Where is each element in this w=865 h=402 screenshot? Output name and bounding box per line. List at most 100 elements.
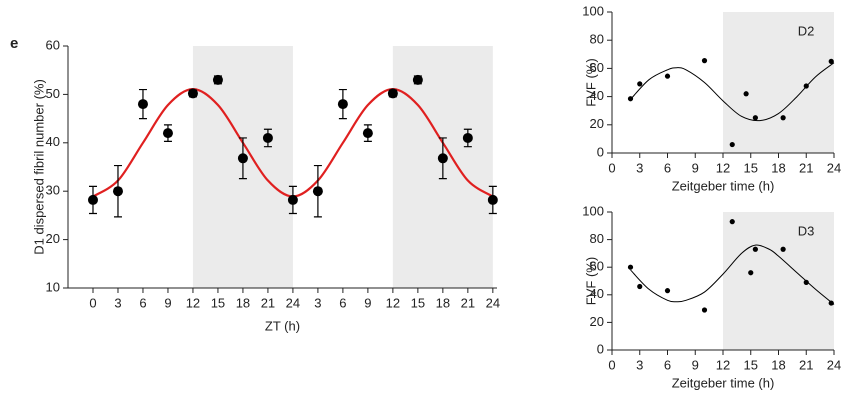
fit-curve: [630, 62, 835, 122]
x-tick-label: 9: [364, 295, 371, 310]
data-point: [187, 88, 198, 99]
data-point: [162, 128, 173, 139]
data-point: [803, 83, 809, 89]
shaded-region: [723, 12, 834, 153]
x-tick-label: 24: [486, 295, 500, 310]
x-tick-label: 9: [164, 295, 171, 310]
fit-curve: [630, 244, 835, 305]
data-point: [137, 99, 148, 110]
x-tick-label: 9: [692, 357, 699, 372]
data-point: [487, 194, 498, 205]
data-point: [237, 153, 248, 164]
x-tick-label: 0: [608, 357, 615, 372]
data-point: [828, 58, 834, 64]
data-point: [701, 58, 708, 64]
x-tick-label: 21: [261, 295, 275, 310]
data-point: [412, 74, 423, 85]
y-axis-label: D1 dispersed fibril number (%): [31, 79, 46, 255]
x-tick-label: 9: [692, 160, 699, 175]
data-point: [752, 246, 758, 252]
y-tick-label: 100: [582, 203, 604, 218]
data-point: [462, 132, 473, 143]
data-point: [748, 270, 754, 276]
x-tick-label: 18: [436, 295, 450, 310]
data-point: [112, 186, 123, 197]
y-axis-label: FVF (%): [583, 58, 598, 106]
x-tick-label: 12: [386, 295, 400, 310]
y-tick-label: 80: [590, 231, 604, 246]
x-tick-label: 18: [771, 357, 785, 372]
data-point: [627, 264, 634, 270]
y-tick-label: 0: [597, 144, 604, 159]
y-tick-label: 60: [590, 259, 604, 274]
x-tick-label: 6: [664, 357, 671, 372]
x-tick-label: 0: [89, 295, 96, 310]
x-axis-label: Zeitgeber time (h): [672, 178, 775, 193]
data-point: [729, 219, 735, 225]
data-point: [637, 283, 643, 290]
y-tick-label: 10: [46, 279, 60, 294]
y-tick-label: 40: [590, 286, 604, 301]
y-tick-label: 30: [46, 183, 60, 198]
y-axis-label: FVF (%): [583, 257, 598, 305]
x-tick-label: 0: [608, 160, 615, 175]
data-point: [828, 300, 834, 306]
x-tick-label: 21: [799, 357, 813, 372]
x-tick-label: 21: [799, 160, 813, 175]
x-tick-label: 24: [286, 295, 300, 310]
data-point: [87, 194, 98, 205]
annotation: D3: [798, 223, 815, 238]
y-tick-label: 60: [590, 60, 604, 75]
x-tick-label: 3: [114, 295, 121, 310]
x-tick-label: 21: [461, 295, 475, 310]
x-tick-label: 12: [186, 295, 200, 310]
y-tick-label: 20: [46, 231, 60, 246]
data-point: [627, 96, 634, 102]
x-tick-label: 3: [314, 295, 321, 310]
data-point: [780, 115, 786, 121]
x-tick-label: 15: [744, 160, 758, 175]
annotation: D2: [798, 23, 815, 38]
y-tick-label: 0: [597, 341, 604, 356]
y-tick-label: 60: [46, 37, 60, 52]
x-tick-label: 12: [716, 160, 730, 175]
y-tick-label: 40: [46, 134, 60, 149]
x-tick-label: 15: [411, 295, 425, 310]
x-tick-label: 3: [636, 357, 643, 372]
data-point: [803, 279, 809, 285]
x-tick-label: 6: [664, 160, 671, 175]
data-point: [362, 128, 373, 139]
x-tick-label: 15: [211, 295, 225, 310]
x-tick-label: 6: [139, 295, 146, 310]
data-point: [664, 288, 671, 294]
panel-label: e: [10, 35, 18, 52]
data-point: [780, 246, 786, 252]
x-axis-label: Zeitgeber time (h): [672, 375, 775, 390]
data-point: [337, 99, 348, 110]
data-point: [262, 132, 273, 143]
y-tick-label: 20: [590, 116, 604, 131]
shaded-region: [723, 212, 834, 350]
data-point: [637, 81, 643, 87]
y-tick-label: 50: [46, 86, 60, 101]
data-point: [743, 91, 749, 97]
x-tick-label: 3: [636, 160, 643, 175]
data-point: [752, 115, 758, 121]
x-tick-label: 24: [827, 357, 841, 372]
x-axis-label: ZT (h): [265, 318, 300, 333]
data-point: [287, 194, 298, 205]
x-tick-label: 24: [827, 160, 841, 175]
x-tick-label: 15: [744, 357, 758, 372]
data-point: [437, 153, 448, 164]
data-point: [212, 74, 223, 85]
x-tick-label: 18: [236, 295, 250, 310]
data-point: [701, 307, 708, 313]
data-point: [312, 186, 323, 197]
data-point: [664, 73, 671, 79]
x-tick-label: 6: [339, 295, 346, 310]
y-tick-label: 20: [590, 314, 604, 329]
y-tick-label: 40: [590, 88, 604, 103]
x-tick-label: 12: [716, 357, 730, 372]
y-tick-label: 100: [582, 3, 604, 18]
